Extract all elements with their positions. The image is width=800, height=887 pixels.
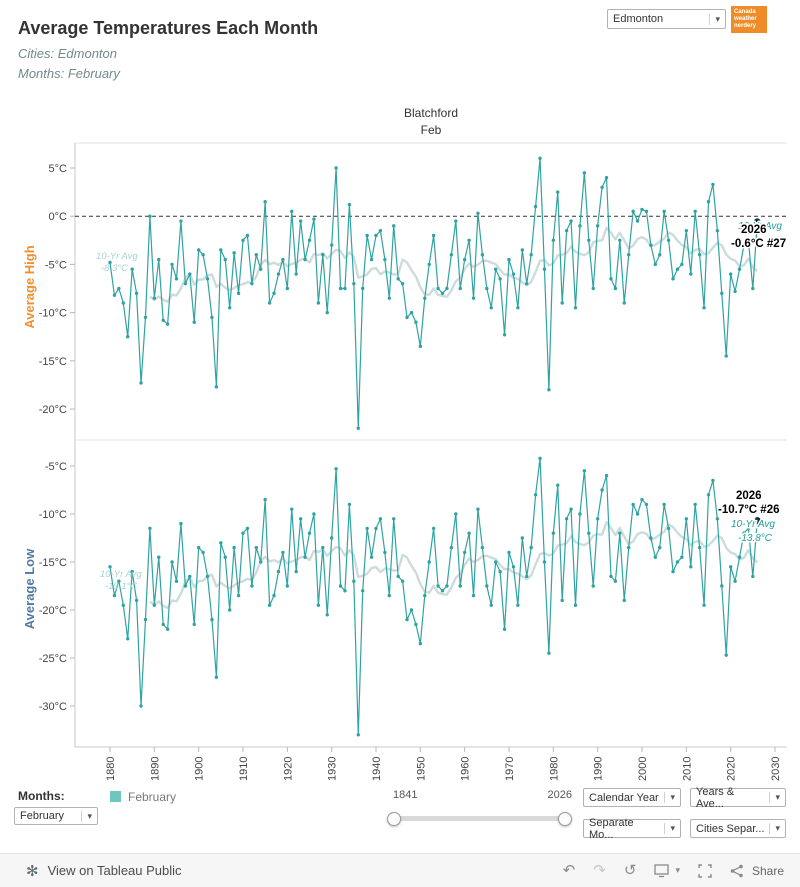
svg-text:2030: 2030 bbox=[770, 757, 782, 781]
caret-down-icon: ▾ bbox=[664, 823, 675, 834]
separate-months-select[interactable]: Separate Mo... ▾ bbox=[583, 816, 681, 841]
city-select-value: Edmonton bbox=[613, 13, 664, 25]
svg-text:-10°C: -10°C bbox=[39, 509, 67, 521]
svg-text:Blatchford: Blatchford bbox=[404, 106, 458, 120]
tableau-logo-icon[interactable]: ✻ bbox=[26, 862, 39, 880]
caret-down-icon: ▾ bbox=[81, 810, 92, 822]
svg-text:-13.8°C: -13.8°C bbox=[738, 533, 773, 544]
svg-text:10-Yr Avg: 10-Yr Avg bbox=[100, 569, 142, 580]
svg-text:1880: 1880 bbox=[105, 757, 117, 781]
svg-text:-19.1°C: -19.1°C bbox=[105, 581, 137, 592]
svg-text:Average High: Average High bbox=[22, 245, 37, 328]
subtitle-cities: Cities: Edmonton bbox=[18, 46, 117, 61]
caret-down-icon: ▾ bbox=[675, 865, 680, 875]
city-select[interactable]: Edmonton ▾ bbox=[607, 9, 726, 29]
calendar-year-value: Calendar Year bbox=[589, 791, 659, 804]
cities-separate-value: Cities Separ... bbox=[696, 822, 765, 835]
badge-line: nerdery bbox=[734, 23, 757, 29]
svg-text:1950: 1950 bbox=[415, 757, 427, 781]
redo-icon[interactable]: ↷ bbox=[593, 862, 606, 879]
brand-badge[interactable]: Canada weather nerdery bbox=[731, 6, 767, 33]
svg-text:2000: 2000 bbox=[637, 757, 649, 781]
svg-text:1990: 1990 bbox=[593, 757, 605, 781]
svg-text:1930: 1930 bbox=[327, 757, 339, 781]
fullscreen-button[interactable] bbox=[698, 863, 712, 878]
svg-text:2026: 2026 bbox=[741, 224, 767, 236]
legend-swatch-february[interactable] bbox=[110, 791, 121, 802]
month-select[interactable]: February ▾ bbox=[14, 807, 98, 825]
svg-text:10-Yr Avg: 10-Yr Avg bbox=[738, 221, 782, 232]
undo-icon[interactable]: ↶ bbox=[562, 862, 576, 879]
legend-label: February bbox=[128, 790, 177, 804]
years-average-value: Years & Ave... bbox=[696, 785, 735, 810]
svg-text:1920: 1920 bbox=[282, 757, 294, 781]
temperature-chart[interactable]: Blatchford Feb 1880 1890 1900 1910 1920 1930 194… bbox=[0, 86, 800, 786]
year-range-slider[interactable] bbox=[393, 816, 565, 821]
calendar-year-select[interactable]: Calendar Year ▾ bbox=[583, 788, 681, 807]
slider-handle-left[interactable] bbox=[387, 812, 401, 826]
slider-min-label: 1841 bbox=[393, 789, 418, 801]
svg-text:1890: 1890 bbox=[149, 757, 161, 781]
svg-text:1940: 1940 bbox=[371, 757, 383, 781]
download-button[interactable]: ▾ bbox=[654, 863, 680, 878]
share-icon bbox=[730, 864, 743, 877]
svg-text:10-Yr Avg: 10-Yr Avg bbox=[96, 251, 138, 262]
svg-text:2010: 2010 bbox=[681, 757, 693, 781]
svg-text:-10.7°C #26: -10.7°C #26 bbox=[718, 504, 780, 516]
svg-text:1910: 1910 bbox=[238, 757, 250, 781]
svg-text:5°C: 5°C bbox=[49, 163, 68, 175]
monitor-download-icon bbox=[654, 863, 670, 877]
svg-text:1980: 1980 bbox=[548, 757, 560, 781]
slider-max-label: 2026 bbox=[547, 789, 572, 801]
page-title: Average Temperatures Each Month bbox=[18, 18, 319, 38]
svg-text:-5°C: -5°C bbox=[45, 461, 67, 473]
slider-handle-right[interactable] bbox=[558, 812, 572, 826]
svg-text:-20°C: -20°C bbox=[39, 404, 67, 416]
svg-text:-15°C: -15°C bbox=[39, 557, 67, 569]
badge-line: weather bbox=[734, 16, 757, 22]
svg-text:2020: 2020 bbox=[726, 757, 738, 781]
svg-text:2026: 2026 bbox=[736, 490, 762, 502]
badge-line: Canada bbox=[734, 9, 756, 15]
caret-down-icon: ▾ bbox=[769, 823, 780, 834]
svg-text:-0.6°C #27: -0.6°C #27 bbox=[731, 238, 786, 250]
share-label: Share bbox=[751, 863, 784, 878]
caret-down-icon: ▾ bbox=[709, 13, 720, 25]
svg-text:1900: 1900 bbox=[194, 757, 206, 781]
svg-text:-10°C: -10°C bbox=[39, 308, 67, 320]
tableau-footer: ✻ View on Tableau Public ↶ ↷ ↺ ▾ bbox=[0, 853, 800, 887]
cities-separate-select[interactable]: Cities Separ... ▾ bbox=[690, 819, 786, 838]
reset-icon[interactable]: ↺ bbox=[623, 862, 637, 879]
share-button[interactable]: Share bbox=[730, 864, 784, 878]
svg-text:-5°C: -5°C bbox=[45, 259, 67, 271]
svg-text:-25°C: -25°C bbox=[39, 653, 67, 665]
caret-down-icon: ▾ bbox=[664, 792, 675, 803]
svg-text:-20°C: -20°C bbox=[39, 605, 67, 617]
svg-text:-15°C: -15°C bbox=[39, 356, 67, 368]
separate-months-value: Separate Mo... bbox=[589, 816, 634, 841]
svg-text:1970: 1970 bbox=[504, 757, 516, 781]
fullscreen-icon bbox=[698, 863, 712, 878]
svg-text:Feb: Feb bbox=[421, 123, 442, 137]
svg-text:Average Low: Average Low bbox=[22, 548, 37, 629]
svg-text:1960: 1960 bbox=[460, 757, 472, 781]
svg-text:0°C: 0°C bbox=[49, 211, 68, 223]
svg-text:-30°C: -30°C bbox=[39, 701, 67, 713]
svg-text:-8.3°C: -8.3°C bbox=[101, 263, 128, 274]
svg-text:10-Yr Avg: 10-Yr Avg bbox=[731, 519, 775, 530]
caret-down-icon: ▾ bbox=[769, 792, 780, 803]
month-select-value: February bbox=[20, 810, 65, 822]
months-label: Months: bbox=[18, 789, 65, 803]
subtitle-months: Months: February bbox=[18, 66, 120, 81]
years-average-select[interactable]: Years & Ave... ▾ bbox=[690, 785, 786, 810]
view-on-tableau-link[interactable]: View on Tableau Public bbox=[47, 863, 182, 878]
